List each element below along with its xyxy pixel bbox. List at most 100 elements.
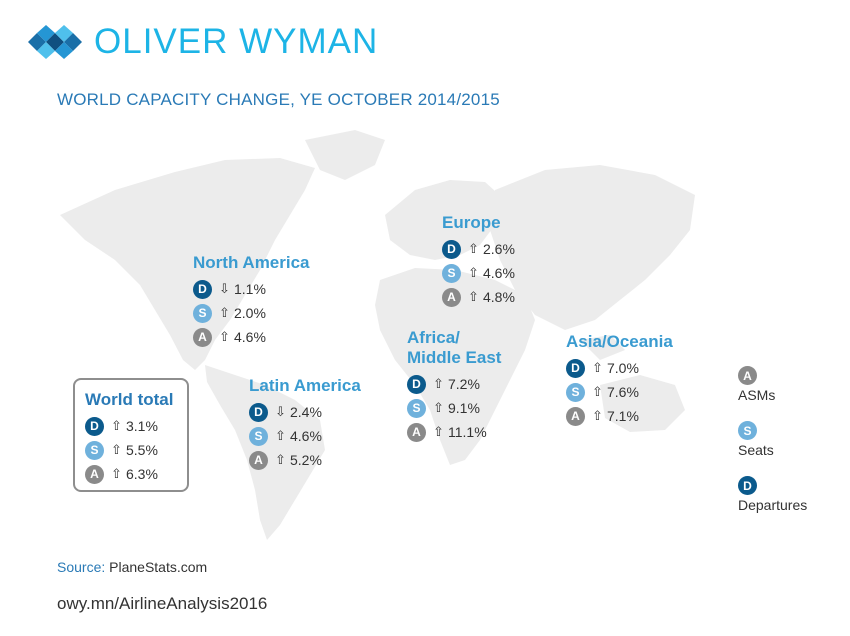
asms-value: 11.1% <box>448 424 487 440</box>
arrow-up-icon: ⇧ <box>468 289 479 304</box>
arrow-up-icon: ⇧ <box>468 265 479 280</box>
arrow-up-icon: ⇧ <box>592 360 603 375</box>
departures-badge: D <box>407 374 426 394</box>
arrow-up-icon: ⇧ <box>275 428 286 443</box>
arrow-up-icon: ⇧ <box>433 424 444 439</box>
asms-row: A ⇧ 4.6% <box>193 325 310 349</box>
departures-value: 1.1% <box>234 281 266 297</box>
departures-value: 3.1% <box>126 418 158 434</box>
source-note: Source: PlaneStats.com <box>57 559 207 575</box>
arrow-down-icon: ⇩ <box>219 281 230 296</box>
asms-value: 7.1% <box>607 408 639 424</box>
latin-america-landmass <box>205 365 325 540</box>
departures-row: D ⇩ 1.1% <box>193 277 310 301</box>
seats-badge: S <box>442 263 461 283</box>
asms-badge: A <box>85 464 104 484</box>
arrow-up-icon: ⇧ <box>433 400 444 415</box>
brand-mark-icon <box>28 25 82 59</box>
seats-row: S ⇧ 4.6% <box>249 424 361 448</box>
seats-badge: S <box>85 440 104 460</box>
region-africa-middle-east: Africa/ Middle East D ⇧ 7.2% S ⇧ 9.1% A … <box>407 328 501 444</box>
page-title: WORLD CAPACITY CHANGE, YE OCTOBER 2014/2… <box>57 90 500 109</box>
legend-label: Seats <box>738 442 774 458</box>
source-text: PlaneStats.com <box>109 559 208 575</box>
region-asia-oceania: Asia/Oceania D ⇧ 7.0% S ⇧ 7.6% A ⇧ 7.1% <box>566 332 673 428</box>
arrow-up-icon: ⇧ <box>468 241 479 256</box>
departures-row: D ⇧ 2.6% <box>442 237 515 261</box>
seats-value: 5.5% <box>126 442 158 458</box>
islands-landmass <box>580 335 625 360</box>
seats-value: 7.6% <box>607 384 639 400</box>
arrow-up-icon: ⇧ <box>219 329 230 344</box>
region-name-line2: Middle East <box>407 348 502 367</box>
asms-badge: A <box>738 366 757 385</box>
seats-row: S ⇧ 9.1% <box>407 396 501 420</box>
region-name: Asia/Oceania <box>566 332 673 351</box>
brand-name: OLIVER WYMAN <box>94 22 379 61</box>
asms-row: A ⇧ 7.1% <box>566 404 673 428</box>
footer-link[interactable]: owy.mn/AirlineAnalysis2016 <box>57 594 268 613</box>
seats-value: 4.6% <box>290 428 322 444</box>
region-europe: Europe D ⇧ 2.6% S ⇧ 4.6% A ⇧ 4.8% <box>442 213 515 309</box>
departures-row: D ⇧ 3.1% <box>85 414 173 438</box>
source-label: Source: <box>57 559 106 575</box>
region-name: Europe <box>442 213 501 232</box>
departures-value: 7.2% <box>448 376 480 392</box>
seats-badge: S <box>566 382 585 402</box>
africa-landmass <box>375 268 535 465</box>
arrow-up-icon: ⇧ <box>433 376 444 391</box>
seats-badge: S <box>249 426 268 446</box>
arrow-up-icon: ⇧ <box>592 408 603 423</box>
departures-value: 7.0% <box>607 360 639 376</box>
departures-badge: D <box>738 476 757 495</box>
departures-row: D ⇧ 7.2% <box>407 372 501 396</box>
asia-landmass <box>490 165 695 330</box>
legend: A ASMs S Seats D Departures <box>738 366 807 531</box>
brand-logo: OLIVER WYMAN <box>28 22 378 62</box>
arrow-down-icon: ⇩ <box>275 404 286 419</box>
asms-row: A ⇧ 5.2% <box>249 448 361 472</box>
asms-row: A ⇧ 6.3% <box>85 462 173 486</box>
seats-row: S ⇧ 7.6% <box>566 380 673 404</box>
legend-item-asms: A ASMs <box>738 366 807 403</box>
departures-badge: D <box>85 416 104 436</box>
departures-badge: D <box>566 358 585 378</box>
arrow-up-icon: ⇧ <box>592 384 603 399</box>
departures-badge: D <box>249 402 268 422</box>
legend-item-seats: S Seats <box>738 421 807 458</box>
legend-item-departures: D Departures <box>738 476 807 513</box>
departures-row: D ⇧ 7.0% <box>566 356 673 380</box>
asms-value: 6.3% <box>126 466 158 482</box>
asms-value: 5.2% <box>290 452 322 468</box>
seats-row: S ⇧ 2.0% <box>193 301 310 325</box>
region-name: Latin America <box>249 376 361 395</box>
world-map <box>60 130 695 540</box>
departures-value: 2.6% <box>483 241 515 257</box>
seats-value: 2.0% <box>234 305 266 321</box>
departures-badge: D <box>193 279 212 299</box>
asms-badge: A <box>249 450 268 470</box>
asms-row: A ⇧ 4.8% <box>442 285 515 309</box>
departures-value: 2.4% <box>290 404 322 420</box>
seats-value: 9.1% <box>448 400 480 416</box>
legend-label: ASMs <box>738 387 776 403</box>
seats-badge: S <box>407 398 426 418</box>
region-latin-america: Latin America D ⇩ 2.4% S ⇧ 4.6% A ⇧ 5.2% <box>249 376 361 472</box>
asms-badge: A <box>193 327 212 347</box>
north-america-landmass <box>60 158 315 370</box>
region-north-america: North America D ⇩ 1.1% S ⇧ 2.0% A ⇧ 4.6% <box>193 253 310 349</box>
seats-row: S ⇧ 4.6% <box>442 261 515 285</box>
region-name-line1: Africa/ <box>407 328 460 347</box>
world-total-title: World total <box>85 390 174 409</box>
arrow-up-icon: ⇧ <box>111 442 122 457</box>
asms-badge: A <box>407 422 426 442</box>
seats-value: 4.6% <box>483 265 515 281</box>
asms-badge: A <box>442 287 461 307</box>
arrow-up-icon: ⇧ <box>275 452 286 467</box>
region-name: North America <box>193 253 310 272</box>
asms-value: 4.8% <box>483 289 515 305</box>
arrow-up-icon: ⇧ <box>111 418 122 433</box>
world-total-box: World total D ⇧ 3.1% S ⇧ 5.5% A ⇧ 6.3% <box>73 378 189 492</box>
legend-label: Departures <box>738 497 808 513</box>
seats-badge: S <box>738 421 757 440</box>
